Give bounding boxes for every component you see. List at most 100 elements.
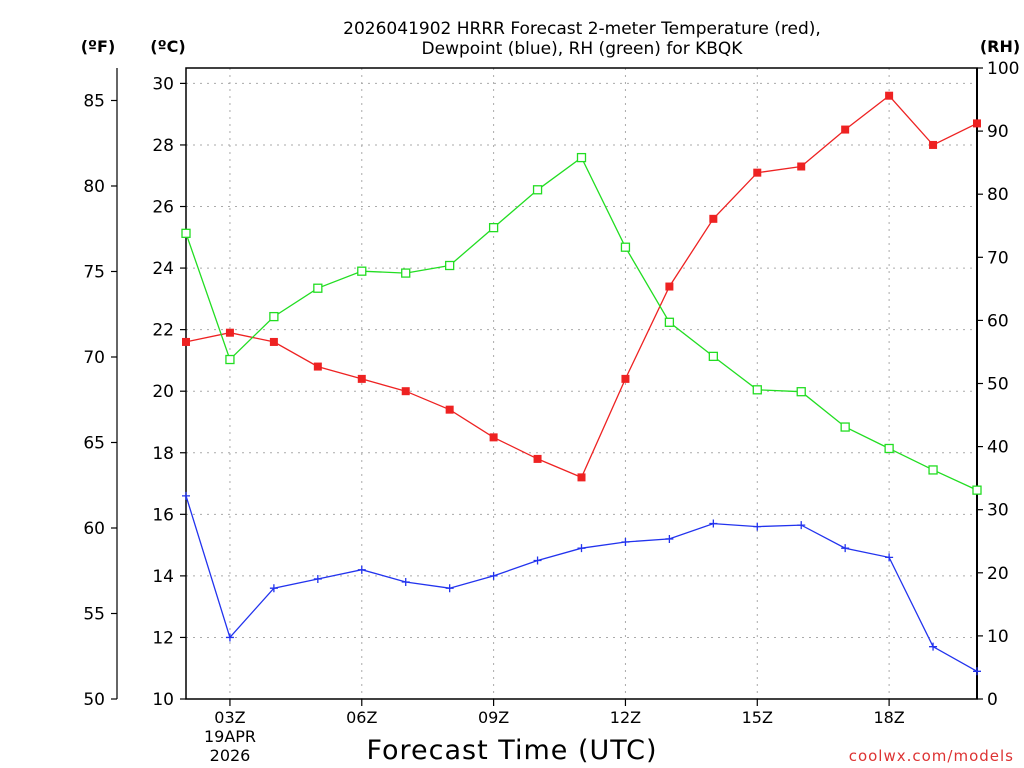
temperature-point xyxy=(841,125,850,134)
x-tick-label: 09Z xyxy=(478,708,509,727)
x-tick-label: 15Z xyxy=(742,708,773,727)
fahrenheit-tick-label: 65 xyxy=(83,433,105,453)
chart-title-line1: 2026041902 HRRR Forecast 2-meter Tempera… xyxy=(343,19,821,39)
dewpoint-point xyxy=(709,519,718,528)
celsius-tick-label: 16 xyxy=(152,505,174,525)
dewpoint-point xyxy=(533,556,542,565)
rh-tick-label: 100 xyxy=(987,59,1019,79)
rh-tick-label: 80 xyxy=(987,185,1009,205)
rh-series xyxy=(181,152,982,495)
temperature-point xyxy=(269,337,278,346)
dewpoint-series xyxy=(182,491,981,676)
chart-title-line2: Dewpoint (blue), RH (green) for KBQK xyxy=(422,39,744,59)
temperature-point xyxy=(753,168,762,177)
rh-point xyxy=(488,222,499,233)
dewpoint-point xyxy=(973,667,981,676)
fahrenheit-tick-label: 75 xyxy=(83,262,105,282)
celsius-tick-label: 12 xyxy=(152,628,174,648)
fahrenheit-tick-label: 70 xyxy=(83,348,105,368)
dewpoint-point xyxy=(753,522,762,531)
date-label-day: 19APR xyxy=(204,727,256,746)
rh-unit-label: (RH) xyxy=(980,37,1020,56)
rh-point xyxy=(620,242,631,252)
grid-lines xyxy=(186,68,977,699)
dewpoint-point xyxy=(797,521,806,530)
dewpoint-point xyxy=(401,578,410,587)
dewpoint-point xyxy=(577,544,586,553)
temperature-point xyxy=(182,337,190,346)
celsius-tick-label: 24 xyxy=(152,259,174,279)
celsius-tick-label: 28 xyxy=(152,136,174,156)
rh-tick-label: 10 xyxy=(987,627,1009,647)
dewpoint-point xyxy=(841,544,850,553)
dewpoint-point xyxy=(313,574,322,583)
dewpoint-point xyxy=(357,565,366,574)
fahrenheit-tick-label: 85 xyxy=(83,91,105,111)
celsius-tick-label: 20 xyxy=(152,382,174,402)
rh-point xyxy=(576,152,587,163)
dewpoint-point xyxy=(182,491,190,500)
rh-point xyxy=(708,351,718,362)
celsius-tick-label: 14 xyxy=(152,567,174,587)
rh-tick-label: 20 xyxy=(987,564,1009,584)
fahrenheit-tick-label: 55 xyxy=(83,604,105,624)
celsius-tick-label: 18 xyxy=(152,444,174,464)
temperature-point xyxy=(401,387,410,396)
temperature-point xyxy=(533,454,542,463)
dewpoint-point xyxy=(885,553,894,562)
rh-point xyxy=(357,266,367,276)
rh-point xyxy=(313,283,323,293)
dewpoint-point xyxy=(489,571,498,580)
dewpoint-point xyxy=(269,584,278,593)
data-series xyxy=(181,91,982,676)
rh-point xyxy=(445,260,455,271)
date-label-year: 2026 xyxy=(210,746,251,765)
rh-tick-label: 30 xyxy=(987,501,1009,521)
dewpoint-point xyxy=(445,584,454,593)
temperature-point xyxy=(357,374,366,383)
temperature-point xyxy=(445,405,454,414)
rh-point xyxy=(752,385,762,395)
rh-point xyxy=(269,311,279,322)
rh-point xyxy=(401,268,411,278)
rh-tick-label: 40 xyxy=(987,438,1009,458)
temperature-point xyxy=(665,282,674,291)
rh-point xyxy=(532,185,543,195)
dewpoint-point xyxy=(225,633,234,642)
x-tick-label: 06Z xyxy=(346,708,377,727)
temperature-point xyxy=(973,119,981,128)
temperature-point xyxy=(489,433,498,442)
temperature-point xyxy=(313,362,322,371)
rh-point xyxy=(181,228,191,238)
rh-point xyxy=(664,317,675,327)
dewpoint-point xyxy=(621,538,630,547)
rh-tick-label: 70 xyxy=(987,248,1009,268)
x-tick-label: 12Z xyxy=(610,708,641,727)
fahrenheit-unit-label: (ºF) xyxy=(81,37,116,56)
fahrenheit-tick-label: 80 xyxy=(83,177,105,197)
temperature-point xyxy=(577,473,586,482)
temperature-point xyxy=(797,162,806,171)
x-axis-title: Forecast Time (UTC) xyxy=(366,735,657,766)
x-tick-label: 18Z xyxy=(873,708,904,727)
dewpoint-point xyxy=(665,534,674,543)
temperature-point xyxy=(225,328,234,337)
rh-point xyxy=(972,485,982,495)
rh-tick-label: 60 xyxy=(987,311,1009,331)
celsius-tick-label: 26 xyxy=(152,198,174,218)
temperature-point xyxy=(929,140,938,149)
celsius-tick-label: 10 xyxy=(152,690,174,710)
temperature-point xyxy=(709,214,718,223)
rh-tick-label: 50 xyxy=(987,375,1009,395)
temperature-point xyxy=(621,374,630,383)
rh-point xyxy=(928,465,938,475)
axes: 10 12 14 16 18 20 22 24 26 28 30 50 55 60 65 70 75 80 85 0 1… xyxy=(83,59,1019,727)
fahrenheit-tick-label: 60 xyxy=(83,519,105,539)
dewpoint-point xyxy=(929,642,938,651)
credit-label: coolwx.com/models xyxy=(849,747,1014,765)
fahrenheit-tick-label: 50 xyxy=(83,690,105,710)
temperature-series xyxy=(182,91,981,482)
celsius-tick-label: 22 xyxy=(152,321,174,341)
